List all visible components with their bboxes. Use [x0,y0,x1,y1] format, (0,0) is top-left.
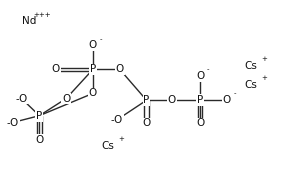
Text: +: + [118,136,124,142]
Text: +: + [261,75,267,81]
Text: O: O [196,118,204,128]
Text: O: O [223,95,231,105]
Text: -O: -O [111,115,123,125]
Text: Cs: Cs [244,80,257,90]
Text: O: O [168,95,176,105]
Text: Cs: Cs [244,61,257,71]
Text: +: + [261,56,267,62]
Text: -O: -O [7,117,19,128]
Text: O: O [89,40,97,50]
Text: Cs: Cs [101,141,114,151]
Text: O: O [142,118,151,128]
Text: -: - [100,36,102,42]
Text: O: O [196,71,204,81]
Text: O: O [62,94,70,103]
Text: Nd: Nd [22,16,36,26]
Text: P: P [144,95,150,105]
Text: P: P [197,95,203,105]
Text: O: O [89,88,97,98]
Text: O: O [116,64,124,74]
Text: P: P [36,111,42,121]
Text: O: O [35,135,44,145]
Text: -: - [233,91,236,97]
Text: P: P [90,64,96,74]
Text: -O: -O [16,94,28,103]
Text: O: O [52,64,60,74]
Text: +++: +++ [33,12,51,18]
Text: -: - [207,67,209,73]
